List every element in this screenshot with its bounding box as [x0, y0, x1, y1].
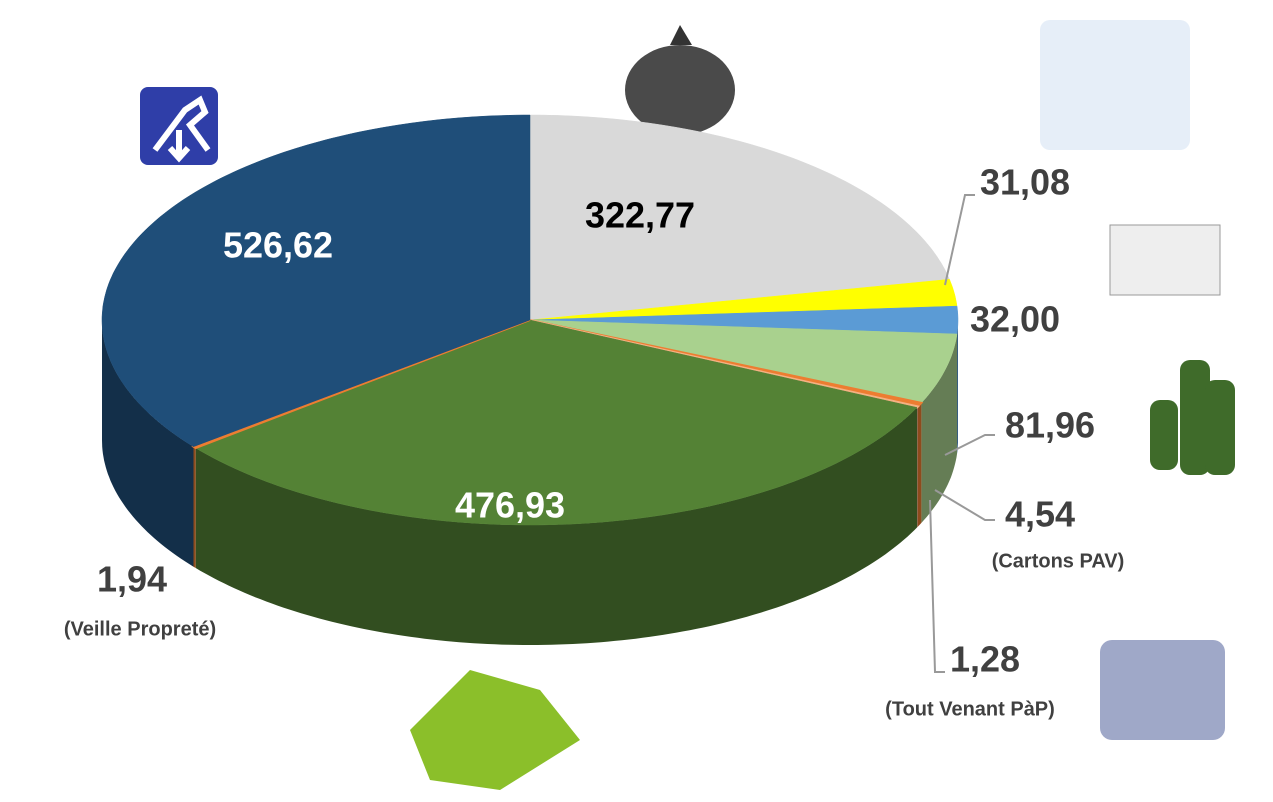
slice	[101, 114, 531, 447]
leader-line	[944, 434, 995, 456]
slice	[529, 279, 958, 321]
slice	[529, 114, 950, 321]
data-label: 322,77	[585, 195, 695, 236]
icon-papers	[1109, 224, 1221, 296]
data-label: 32,00	[970, 299, 1060, 340]
data-label: 31,08	[980, 162, 1070, 203]
icon-sweeper-glyph	[152, 95, 211, 163]
data-label: 1,94	[97, 559, 167, 600]
leader-line	[929, 499, 945, 673]
icon-packaging	[1040, 20, 1190, 150]
labels: 322,77 31,08 32,00 81,96 4,54 (Cartons PAV) 1,…	[64, 162, 1124, 721]
slice-side	[957, 320, 958, 454]
category-label: (Tout Venant PàP)	[885, 698, 1055, 720]
slice-side	[918, 402, 922, 527]
icon-bag	[625, 45, 735, 135]
leader-line	[934, 489, 995, 521]
data-label: 81,96	[1005, 405, 1095, 446]
data-label: 4,54	[1005, 494, 1075, 535]
data-label: 526,62	[223, 225, 333, 266]
slice-side	[917, 406, 918, 528]
slice	[529, 319, 958, 404]
data-label: 1,28	[950, 639, 1020, 680]
icon-bulky	[1100, 640, 1225, 740]
leader-line	[944, 194, 975, 286]
pie	[101, 114, 959, 645]
icon-bag-knot	[670, 25, 692, 45]
slice-side	[102, 320, 194, 567]
slice	[195, 319, 918, 526]
category-label: (Cartons PAV)	[992, 550, 1125, 572]
icons	[140, 20, 1235, 790]
slice-side	[195, 407, 917, 645]
slice-side	[193, 446, 196, 568]
slice	[529, 305, 959, 335]
icon-bottles	[1150, 360, 1235, 475]
slice-side	[921, 334, 957, 523]
category-label: (Veille Propreté)	[64, 618, 216, 640]
data-label: 476,93	[455, 485, 565, 526]
icon-leaves	[410, 670, 580, 790]
